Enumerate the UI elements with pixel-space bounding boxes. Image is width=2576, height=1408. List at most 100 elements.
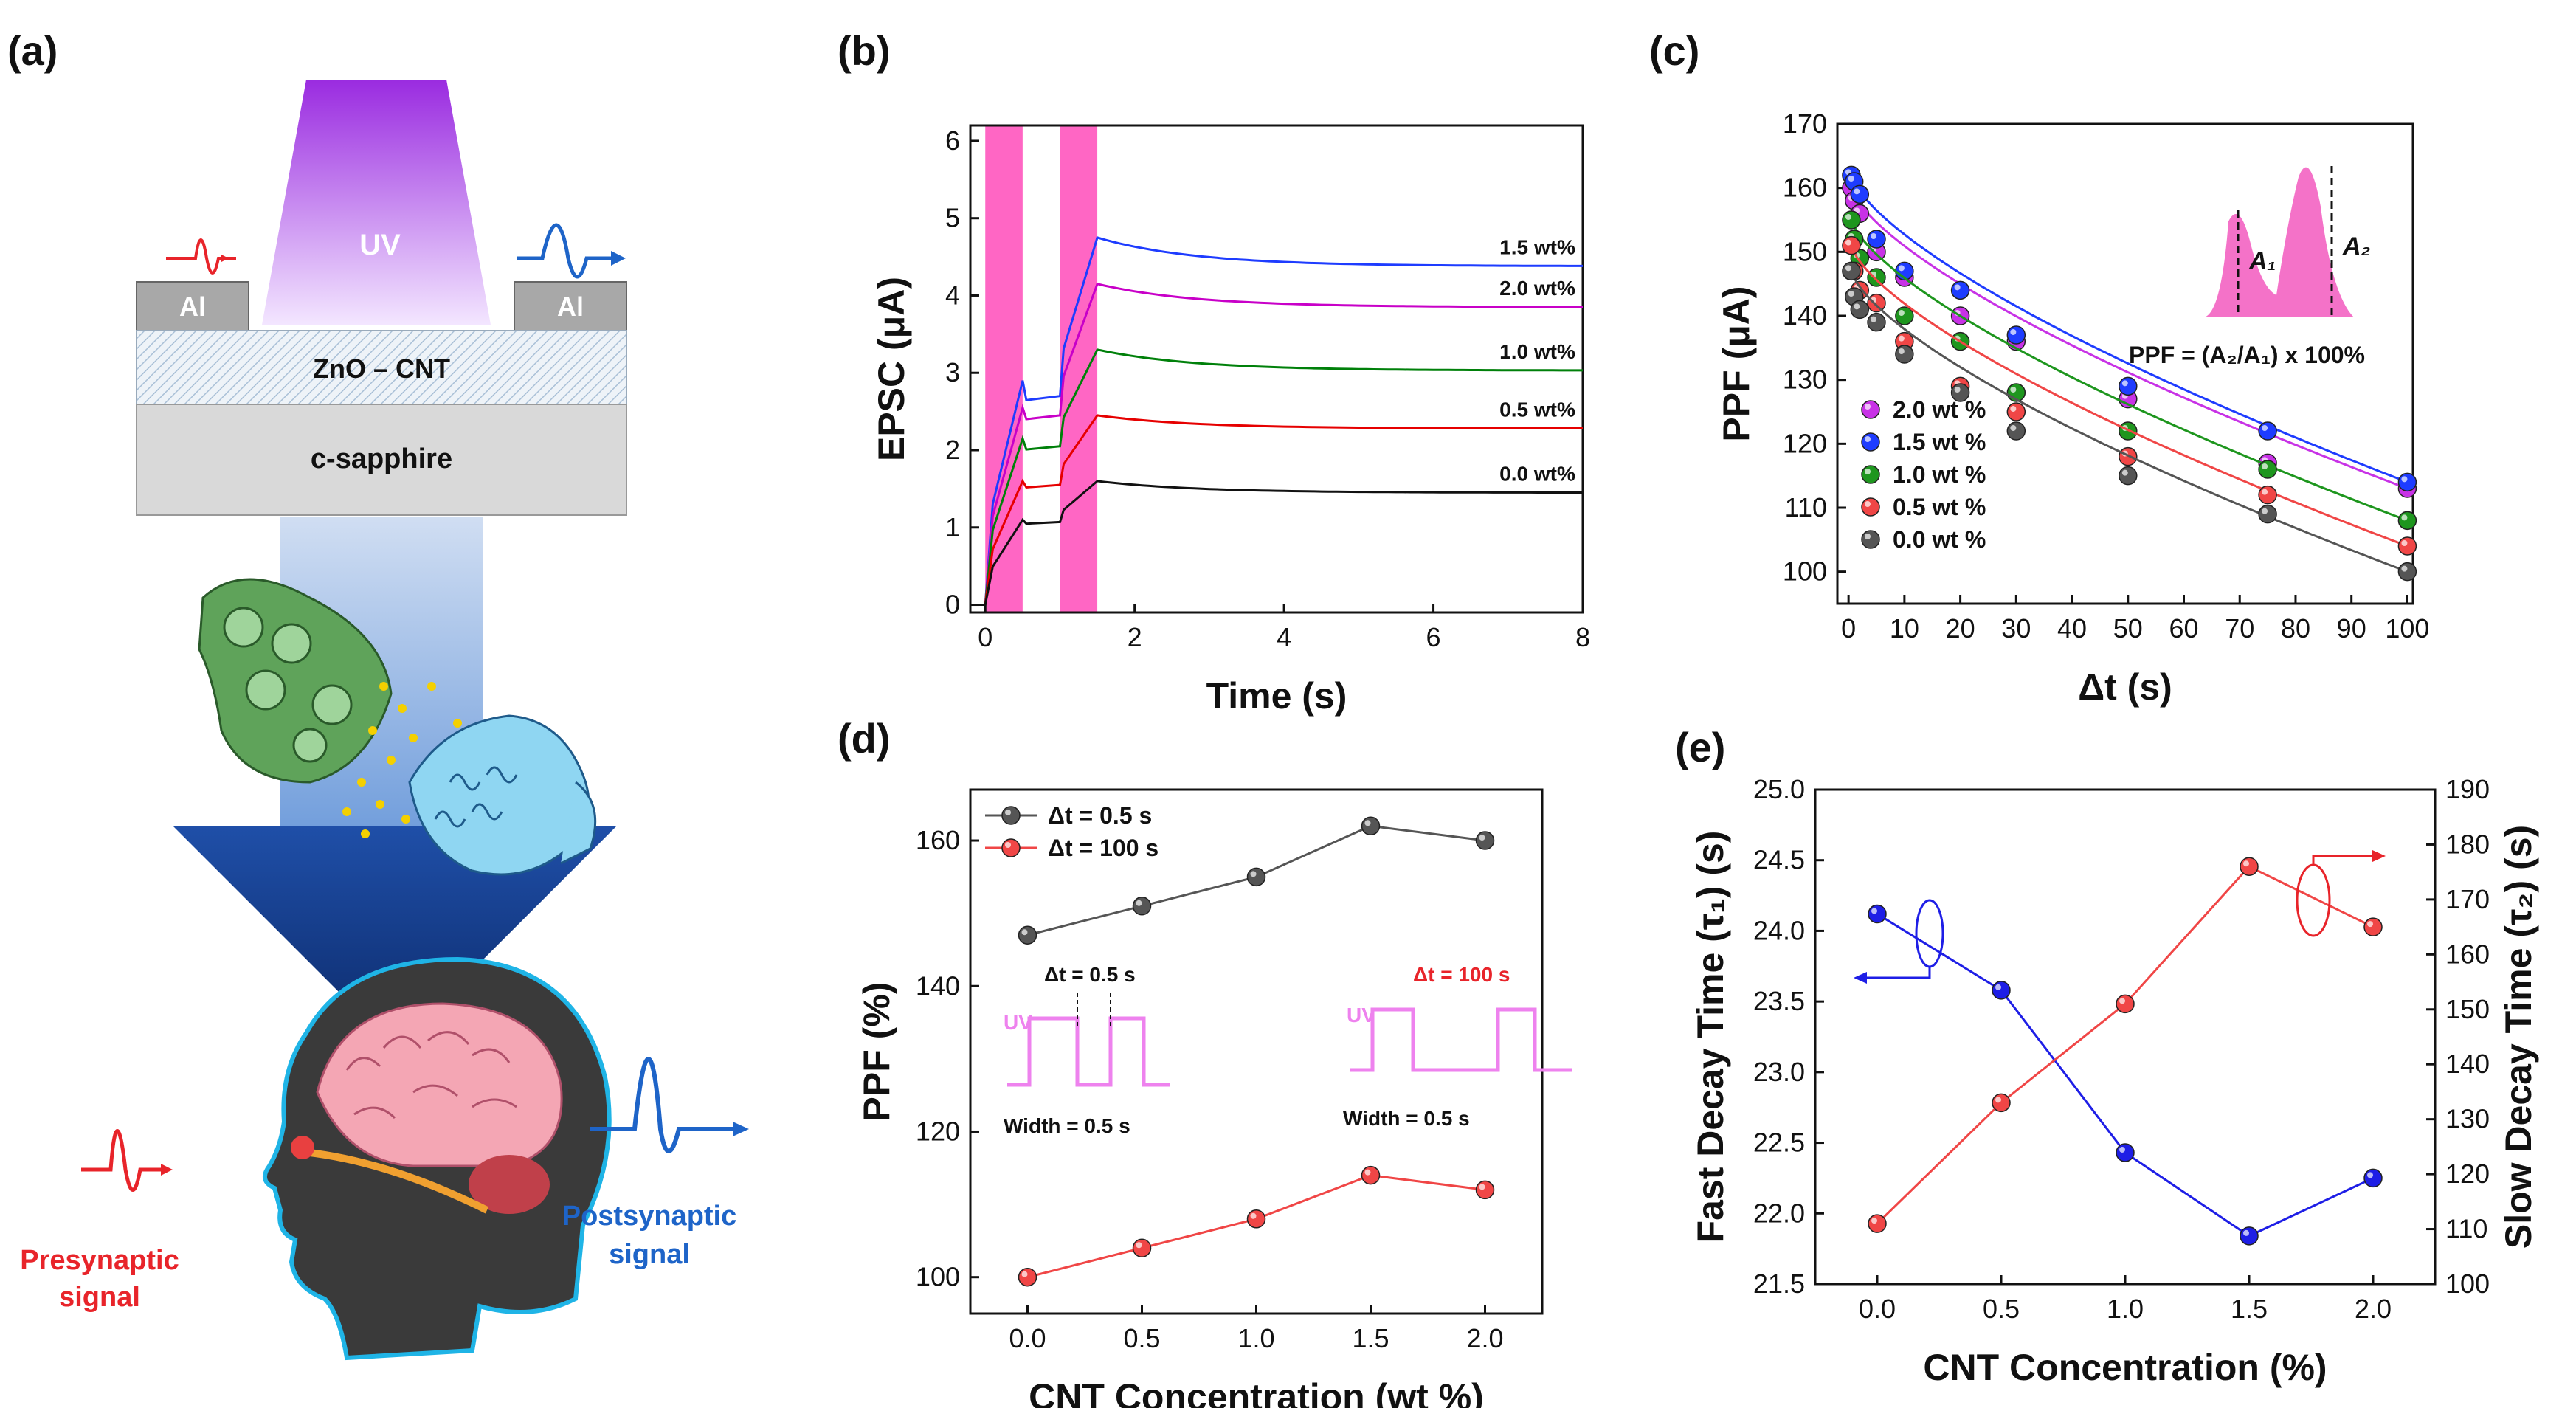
decay-series-point-highlight <box>2119 1146 2125 1153</box>
tau1-axis-indicator <box>1915 899 1944 968</box>
panel-label-d: (d) <box>838 715 891 762</box>
decay-series-point-highlight <box>1995 1097 2001 1103</box>
legend-label-c: 0.5 wt % <box>1893 494 1986 520</box>
y-tick-label-e: 21.5 <box>1753 1269 1805 1299</box>
presynaptic-label-line2: signal <box>59 1282 140 1313</box>
panel-e: (e) 0.0 0.5 1.0 1.5 2.0 21.5 22.0 22.5 23.0 23.5 2… <box>1675 724 2539 1388</box>
ppf-data-point-highlight <box>1898 348 1905 354</box>
ppf-data-point-highlight <box>1845 214 1851 220</box>
post-pulse-icon <box>517 223 612 279</box>
pre-pulse-icon <box>166 238 236 275</box>
decay-series-line <box>1876 913 2374 1238</box>
neurotransmitter-dots <box>342 682 462 838</box>
x-tick-label-e: 1.0 <box>2107 1294 2144 1324</box>
down-arrow <box>173 826 616 1048</box>
y2-tick-label-e: 180 <box>2445 829 2490 859</box>
ppf-series-point <box>1246 867 1266 887</box>
legend-marker-d-highlight <box>1005 842 1011 848</box>
legend-marker-c <box>1861 497 1880 517</box>
ppf-data-point-highlight <box>1854 188 1860 195</box>
decay-series-point-highlight <box>2243 1229 2249 1236</box>
x-axis-title-c: Δt (s) <box>2078 666 2172 708</box>
x-tick-label-c: 50 <box>2113 613 2143 643</box>
panel-c: (c) 0 10 20 30 40 50 60 70 80 90 100 100 110 120 130 14… <box>1649 27 2429 708</box>
y-tick-label-d: 160 <box>916 825 960 855</box>
legend-marker-c-highlight <box>1865 404 1871 410</box>
x-axis-title-e: CNT Concentration (%) <box>1923 1347 2327 1388</box>
x-tick-label-c: 70 <box>2225 613 2254 643</box>
legend-label-d: Δt = 0.5 s <box>1048 802 1152 829</box>
ppf-data-point-highlight <box>1954 387 1961 393</box>
y-tick-label-e: 22.5 <box>1753 1128 1805 1158</box>
x-tick-label-c: 20 <box>1946 613 1975 643</box>
decay-series-point-highlight <box>2119 998 2125 1004</box>
y-tick-label-b: 0 <box>945 590 960 620</box>
epsc-series-label: 0.5 wt% <box>1499 398 1575 421</box>
x-tick-label-b: 8 <box>1575 622 1590 652</box>
tau1-axis-arrow <box>1867 967 1931 979</box>
legend-marker-d <box>1001 838 1021 857</box>
ppf-data-point <box>1867 230 1886 249</box>
ppf-data-point <box>1950 280 1970 300</box>
x-tick-label-b: 0 <box>978 622 992 652</box>
electrode-left <box>136 281 249 331</box>
x-tick-label-e: 0.5 <box>1983 1294 2020 1324</box>
legend-label-c: 0.0 wt % <box>1893 526 1986 553</box>
ppf-fit-line <box>1850 187 2406 489</box>
tau2-axis-arrow <box>2312 855 2372 865</box>
ppf-series-point <box>1246 1209 1266 1229</box>
ppf-data-point-highlight <box>2262 425 2268 431</box>
x-tick-label-d: 1.0 <box>1237 1323 1274 1353</box>
ppf-data-point <box>1850 184 1870 204</box>
ppf-data-point <box>1867 268 1886 287</box>
x-tick-label-c: 100 <box>2385 613 2429 643</box>
ppf-data-point-highlight <box>1845 265 1851 272</box>
ppf-data-point-highlight <box>2401 514 2408 521</box>
ppf-series-point <box>1132 897 1152 916</box>
x-tick-label-c: 10 <box>1890 613 1919 643</box>
ppf-data-point <box>1895 345 1914 364</box>
x-tick-label-e: 1.5 <box>2231 1294 2268 1324</box>
decay-series-point <box>2240 857 2259 876</box>
ppf-data-point <box>2258 421 2277 441</box>
legend-marker-c-highlight <box>1865 469 1871 474</box>
inset-a2-label: A₂ <box>2342 232 2371 260</box>
epsc-series-line <box>970 414 1583 606</box>
postsynaptic-label-line2: signal <box>609 1239 690 1270</box>
y-tick-label-c: 100 <box>1783 556 1827 587</box>
presynaptic-label-line1: Presynaptic <box>20 1245 179 1276</box>
x-tick-label-b: 4 <box>1277 622 1291 652</box>
x-tick-label-e: 2.0 <box>2355 1294 2392 1324</box>
ppf-series-point <box>1361 1165 1381 1185</box>
ppf-data-point-highlight <box>2262 463 2268 469</box>
y-tick-label-e: 23.5 <box>1753 986 1805 1016</box>
epsc-series-line <box>970 480 1583 606</box>
y2-tick-label-e: 190 <box>2445 774 2490 804</box>
ppf-data-point-highlight <box>2401 540 2408 546</box>
x-tick-label-c: 0 <box>1841 613 1856 643</box>
ppf-data-point-highlight <box>1871 233 1877 239</box>
uv-label: UV <box>359 229 401 261</box>
y-axis-title-e-left: Fast Decay Time (τ₁) (s) <box>1690 831 1731 1243</box>
ppf-data-point-highlight <box>2121 469 2128 476</box>
tau1-axis-arrowhead <box>1854 972 1867 984</box>
x-tick-label-c: 30 <box>2001 613 2031 643</box>
ppf-series-point-highlight <box>1364 820 1371 826</box>
ppf-data-point-highlight <box>1854 303 1860 310</box>
ppf-fit-line <box>1850 245 2406 546</box>
ppf-data-point <box>2397 511 2417 531</box>
inset-dt-right: Δt = 100 s <box>1413 963 1510 986</box>
y2-tick-label-e: 130 <box>2445 1104 2490 1134</box>
ppf-data-point-highlight <box>2010 387 2017 393</box>
tau2-axis-indicator <box>2296 863 2331 937</box>
legend-marker-c-highlight <box>1865 534 1871 539</box>
ppf-data-point-highlight <box>2262 489 2268 495</box>
x-tick-label-d: 0.5 <box>1123 1323 1160 1353</box>
presynaptic-signal-icon <box>81 1129 162 1192</box>
x-tick-label-e: 0.0 <box>1859 1294 1896 1324</box>
postsynaptic-label-line1: Postsynaptic <box>562 1201 737 1232</box>
postsynaptic-signal-icon <box>590 1057 734 1153</box>
ppf-data-point-highlight <box>2401 476 2408 483</box>
electrode-left-label: Al <box>179 291 206 322</box>
